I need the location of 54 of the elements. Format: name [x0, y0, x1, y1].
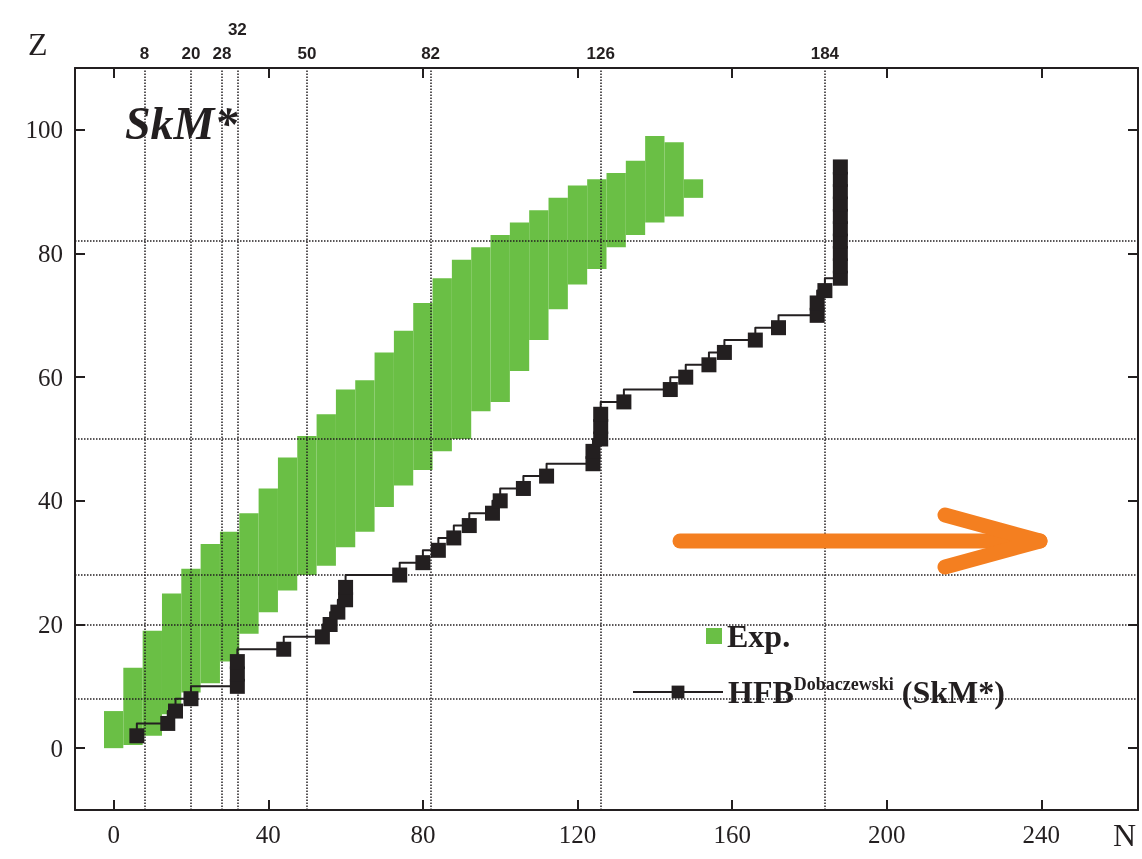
point — [168, 703, 183, 719]
x-axis-title: N — [1112, 817, 1136, 853]
x-tick-label: 40 — [255, 821, 281, 848]
ref-line-label: 8 — [139, 44, 150, 63]
legend-label: Exp. — [727, 618, 791, 654]
y-tick-label: 60 — [38, 363, 63, 391]
ref-line-label: 82 — [421, 44, 441, 63]
annotation: SkM* — [125, 97, 239, 149]
ref-line-label: 184 — [810, 44, 840, 63]
point — [276, 641, 292, 657]
point — [314, 629, 330, 645]
x-tick-label: 120 — [558, 821, 597, 848]
y-tick-label: 100 — [25, 116, 63, 144]
ref-line-label: 20 — [181, 44, 201, 63]
x-tick-label: 80 — [410, 821, 436, 848]
point — [461, 518, 477, 534]
y-tick-label: 0 — [50, 734, 63, 762]
point — [817, 283, 833, 299]
point — [747, 332, 763, 348]
point — [183, 691, 199, 707]
x-tick-label: 240 — [1022, 821, 1061, 848]
point — [338, 579, 354, 595]
ref-line-label: 32 — [227, 20, 247, 39]
point — [330, 604, 346, 620]
point — [678, 369, 694, 385]
y-axis-title: Z — [28, 26, 48, 62]
y-tick-label: 40 — [38, 487, 63, 515]
y-tick-label: 20 — [38, 611, 63, 638]
point — [392, 567, 408, 583]
ref-line-label: 50 — [297, 44, 317, 63]
point — [515, 480, 531, 496]
x-tick-label: 200 — [868, 821, 906, 848]
point — [160, 715, 176, 731]
point — [430, 542, 446, 558]
point — [539, 468, 555, 484]
point — [716, 344, 732, 360]
point — [593, 406, 609, 422]
point — [771, 320, 787, 336]
point — [662, 382, 678, 398]
point — [701, 357, 717, 373]
point — [415, 555, 431, 571]
point — [492, 493, 508, 509]
y-tick-label: 80 — [38, 240, 63, 267]
point — [484, 505, 500, 521]
point — [585, 443, 601, 459]
x-tick-label: 0 — [107, 821, 120, 848]
point — [129, 728, 145, 744]
ref-line-label: 28 — [212, 44, 232, 63]
point — [229, 654, 245, 670]
point — [616, 394, 632, 410]
x-tick-label: 160 — [713, 821, 751, 848]
point — [832, 159, 848, 175]
ref-line-label: 126 — [586, 44, 615, 63]
point — [446, 530, 462, 546]
